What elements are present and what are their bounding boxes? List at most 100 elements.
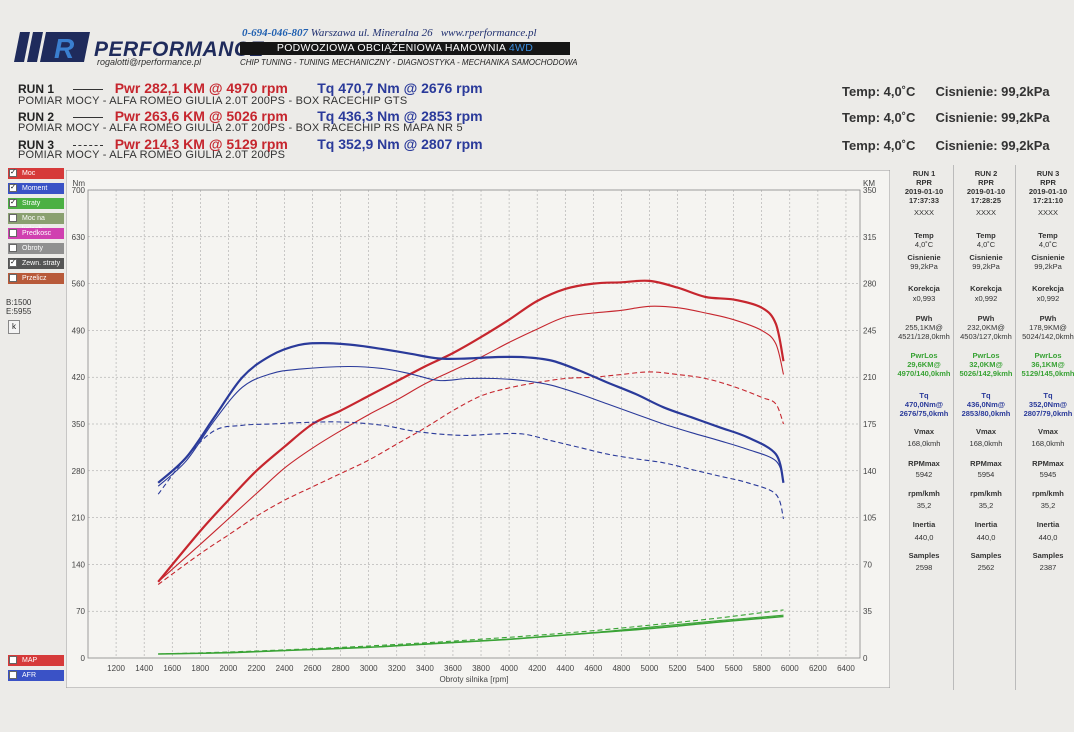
stats-label-vmax: Vmax xyxy=(975,427,996,436)
stats-label-temp: Temp xyxy=(1038,231,1058,240)
x-tick-label: 2800 xyxy=(332,664,350,673)
series-power-run-2 xyxy=(157,305,785,583)
stats-label-tq: Tq xyxy=(919,391,929,400)
legend-item[interactable]: ✓ Moment xyxy=(8,183,64,194)
stats-value-pwh1: 178,9KM@ xyxy=(1029,323,1067,332)
run-power: Pwr 214,3 KM @ 5129 rpm xyxy=(114,136,288,152)
stats-label-rpmmax: RPMmax xyxy=(1032,459,1064,468)
y-left-tick-label: 420 xyxy=(72,373,86,382)
stats-value-pwh1: 232,0KM@ xyxy=(967,323,1005,332)
y-right-tick-label: 175 xyxy=(863,420,877,429)
x-tick-label: 3400 xyxy=(416,664,434,673)
stats-value-rpmmax: 5942 xyxy=(915,470,933,479)
chart-background xyxy=(66,170,890,688)
y-right-tick-label: 210 xyxy=(863,373,877,382)
stats-label-pwh: PWh xyxy=(1039,314,1057,323)
x-tick-label: 6400 xyxy=(837,664,855,673)
y-left-tick-label: 280 xyxy=(72,467,86,476)
x-tick-label: 5400 xyxy=(697,664,715,673)
stats-value-tq2: 2807/79,0kmh xyxy=(1023,409,1073,418)
run-pressure: Cisnienie: 99,2kPa xyxy=(935,138,1050,153)
legend-checkbox[interactable]: ✓ xyxy=(9,259,17,267)
stats-value-tq2: 2853/80,0kmh xyxy=(961,409,1011,418)
legend-item[interactable]: Predkosc xyxy=(8,228,64,239)
stats-value-tq1: 470,0Nm@ xyxy=(904,400,944,409)
legend-item-label: Moc xyxy=(22,170,36,177)
legend-checkbox[interactable] xyxy=(9,671,17,679)
legend-item[interactable]: ✓ Zewn. straty xyxy=(8,258,64,269)
stats-value-korekcja: x0,992 xyxy=(974,294,998,303)
run-description: POMIAR MOCY - ALFA ROMEO GIULIA 2.0T 200… xyxy=(18,122,463,134)
stats-label-pwrlos: PwrLos xyxy=(1034,351,1062,360)
stats-label-korekcja: Korekcja xyxy=(970,284,1002,293)
stats-label-pwh: PWh xyxy=(977,314,995,323)
legend-item[interactable]: Obroty xyxy=(8,243,64,254)
y-left-unit: Nm xyxy=(73,179,86,188)
legend-item-label: AFR xyxy=(22,672,36,679)
stats-value-rpmmax: 5945 xyxy=(1039,470,1057,479)
x-tick-label: 4800 xyxy=(612,664,630,673)
run-power: Pwr 282,1 KM @ 4970 rpm xyxy=(114,80,288,96)
legend-item[interactable]: MAP xyxy=(8,655,64,666)
stats-value-pwh1: 255,1KM@ xyxy=(905,323,943,332)
y-left-tick-label: 0 xyxy=(81,654,86,663)
stats-value-samples: 2562 xyxy=(977,563,995,572)
legend-checkbox[interactable]: ✓ xyxy=(9,169,17,177)
stats-label-pwh: PWh xyxy=(915,314,933,323)
stats-value-tq2: 2676/75,0kmh xyxy=(899,409,949,418)
stats-value-date: 2019-01-10 xyxy=(1028,187,1068,196)
legend-item[interactable]: ✓ Moc xyxy=(8,168,64,179)
legend-item[interactable]: Moc na kolach xyxy=(8,213,64,233)
legend-item[interactable]: Przelicz xyxy=(8,273,64,284)
legend-checkbox[interactable]: ✓ xyxy=(9,184,17,192)
stats-label-samples: Samples xyxy=(970,551,1002,560)
run-2-summary: RUN 2 Pwr 263,6 KM @ 5026 rpm Tq 436,3 N… xyxy=(18,108,483,124)
table-divider xyxy=(1015,165,1016,690)
run-3-line-sample xyxy=(73,145,104,147)
legend-checkbox[interactable] xyxy=(9,656,17,664)
legend-checkbox[interactable] xyxy=(9,244,17,252)
stats-value-temp: 4,0˚C xyxy=(914,240,934,249)
y-left-tick-label: 350 xyxy=(72,420,86,429)
y-left-tick-label: 140 xyxy=(72,560,86,569)
stats-value-pwrlos1: 36,1KM@ xyxy=(1031,360,1065,369)
run-label: RUN 1 xyxy=(18,82,55,96)
stats-label-cisn: Cisnienie xyxy=(907,253,941,262)
stats-label-rpmmax: RPMmax xyxy=(908,459,940,468)
logo-graphic: R xyxy=(14,32,90,64)
legend-item-label: Zewn. straty xyxy=(22,260,61,267)
x-tick-label: 4000 xyxy=(500,664,518,673)
series-power-run-3 xyxy=(157,371,785,585)
legend-item[interactable]: ✓ Straty xyxy=(8,198,64,209)
legend-checkbox[interactable] xyxy=(9,229,17,237)
stats-value-samples: 2598 xyxy=(915,563,933,572)
x-tick-label: 1800 xyxy=(191,664,209,673)
legend-item-label: Przelicz xyxy=(22,275,47,282)
x-tick-label: 3800 xyxy=(472,664,490,673)
x-tick-label: 5000 xyxy=(641,664,659,673)
stats-value-run: RUN 2 xyxy=(974,169,998,178)
y-right-tick-label: 350 xyxy=(863,186,877,195)
legend-item-label: Obroty xyxy=(22,245,44,252)
x-tick-label: 2200 xyxy=(248,664,266,673)
stats-label-pwrlos: PwrLos xyxy=(910,351,938,360)
run-pressure: Cisnienie: 99,2kPa xyxy=(935,110,1050,125)
x-tick-label: 4400 xyxy=(556,664,574,673)
run-torque: Tq 352,9 Nm @ 2807 rpm xyxy=(317,136,483,152)
logo-name: PERFORMANCE xyxy=(94,38,265,61)
stats-label-cisn: Cisnienie xyxy=(969,253,1003,262)
x-tick-label: 1400 xyxy=(135,664,153,673)
stats-label-cisn: Cisnienie xyxy=(1031,253,1065,262)
run-power: Pwr 263,6 KM @ 5026 rpm xyxy=(114,108,288,124)
legend-checkbox[interactable] xyxy=(9,214,17,222)
legend-checkbox[interactable] xyxy=(9,274,17,282)
legend-checkbox[interactable]: ✓ xyxy=(9,199,17,207)
legend-item[interactable]: AFR xyxy=(8,670,64,681)
run-temp: Temp: 4,0˚C xyxy=(842,138,916,153)
k-button[interactable]: k xyxy=(8,320,20,334)
stats-value-vmax: 168,0kmh xyxy=(1031,439,1065,448)
stats-value-pwrlos2: 4970/140,0kmh xyxy=(897,369,951,378)
header-band-text: PODWOZIOWA OBCIĄŻENIOWA HAMOWNIA xyxy=(276,42,506,54)
series-loss-run-3 xyxy=(158,609,784,655)
y-right-tick-label: 140 xyxy=(863,467,877,476)
